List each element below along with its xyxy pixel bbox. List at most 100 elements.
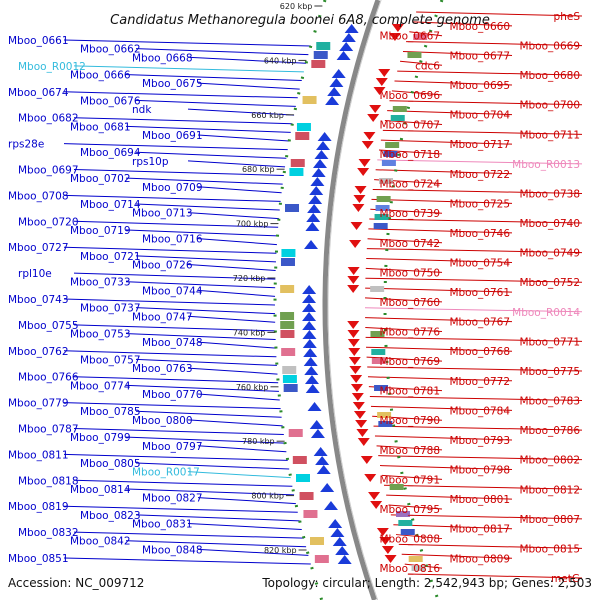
scale-tick-label: 780 kbp	[242, 437, 275, 446]
reverse-gene-arrow	[356, 429, 369, 437]
gene-label: Mboo_0662	[80, 44, 141, 56]
reverse-gene-arrow	[360, 456, 373, 464]
forward-gene-arrow	[302, 294, 317, 303]
reverse-gene-arrow	[351, 393, 364, 401]
gene-label: Mboo_0667	[379, 31, 440, 43]
feature-block	[398, 520, 413, 526]
map-title: Candidatus Methanoregula boonei 6A8, com…	[110, 13, 490, 28]
label-connector	[63, 194, 281, 202]
gene-label: Mboo_0754	[449, 257, 510, 269]
gene-label: Mboo_0842	[70, 536, 131, 548]
gene-label: Mboo_0727	[8, 242, 69, 254]
gene-label: Mboo_0677	[449, 50, 510, 62]
label-connector	[135, 514, 300, 522]
label-connector	[63, 557, 311, 565]
forward-gene-arrow	[305, 222, 320, 231]
label-connector	[197, 134, 290, 142]
reverse-gene-arrow	[391, 24, 404, 32]
label-connector	[391, 90, 443, 96]
gene-label: Mboo_0788	[379, 445, 440, 457]
scale-tick-label: 760 kbp	[236, 383, 269, 392]
feature-block	[370, 286, 385, 292]
gene-label: Mboo_0761	[449, 287, 510, 299]
gene-label: Mboo_0815	[519, 543, 580, 555]
gene-label: Mboo_0752	[519, 277, 580, 289]
gene-label: Mboo_0755	[18, 320, 79, 332]
forward-gene-arrow	[302, 321, 317, 330]
label-connector	[125, 488, 295, 496]
label-connector	[125, 333, 276, 341]
forward-gene-arrow	[344, 24, 359, 33]
feature-block	[370, 331, 385, 337]
forward-gene-arrow	[302, 285, 317, 294]
gene-label: Mboo_0771	[519, 336, 580, 348]
reverse-gene-arrow	[347, 321, 360, 329]
label-connector	[187, 160, 286, 168]
gene-label: Mboo_0720	[18, 216, 79, 228]
feature-block	[373, 223, 388, 229]
gene-label: Mboo_0674	[8, 87, 69, 99]
gene-label: Mboo_0769	[379, 356, 440, 368]
forward-gene-arrow	[332, 537, 347, 546]
feature-block	[296, 474, 311, 482]
reverse-gene-arrow	[348, 357, 361, 365]
gene-label: Mboo_0763	[132, 363, 193, 375]
feature-block	[292, 456, 307, 464]
label-connector	[394, 80, 513, 86]
forward-gene-arrow	[303, 357, 318, 366]
gene-label: Mboo_0700	[519, 100, 580, 112]
label-connector	[187, 263, 276, 271]
gene-label: Mboo_0676	[80, 95, 141, 107]
feature-block	[383, 151, 398, 157]
gene-label: Mboo_0744	[142, 285, 203, 297]
label-connector	[380, 139, 513, 145]
feature-block	[303, 510, 318, 518]
feature-block	[280, 258, 295, 266]
feature-block	[281, 249, 296, 257]
label-connector	[187, 212, 279, 220]
gene-label: ndk	[132, 104, 152, 116]
gene-label: Mboo_0694	[80, 147, 141, 159]
gene-label: Mboo_0816	[379, 563, 440, 575]
label-connector	[187, 367, 278, 375]
label-connector	[187, 522, 302, 530]
accession-text: Accession: NC_009712	[8, 576, 144, 590]
label-connector	[63, 91, 298, 99]
label-connector	[366, 248, 583, 254]
forward-gene-arrow	[313, 447, 328, 456]
label-connector	[365, 336, 583, 342]
gene-label: Mboo_0722	[449, 169, 510, 181]
label-connector	[125, 125, 291, 133]
feature-block	[288, 429, 303, 437]
gene-label: Mboo_0774	[70, 380, 131, 392]
feature-block	[389, 484, 404, 490]
label-connector	[187, 315, 276, 323]
label-connector	[376, 445, 443, 451]
label-connector	[73, 324, 276, 332]
gene-label: Mboo_0786	[519, 425, 580, 437]
forward-gene-arrow	[307, 402, 322, 411]
gene-label: Mboo_0785	[80, 406, 141, 418]
label-connector	[365, 317, 513, 323]
label-connector	[365, 267, 443, 273]
gene-label: Mboo_0721	[80, 251, 141, 263]
gene-label: Mboo_0760	[379, 297, 440, 309]
label-connector	[135, 410, 282, 418]
gene-label: Mboo_0691	[142, 130, 203, 142]
label-connector	[378, 149, 443, 155]
label-connector	[369, 218, 583, 224]
forward-gene-arrow	[327, 87, 342, 96]
feature-block	[371, 349, 386, 355]
reverse-gene-arrow	[357, 438, 370, 446]
scale-tick-label: 660 kbp	[251, 111, 284, 120]
gene-label: Mboo_0682	[18, 113, 79, 125]
gene-label: Mboo_0819	[8, 501, 69, 513]
label-connector	[63, 246, 277, 254]
forward-gene-arrow	[304, 240, 319, 249]
label-connector	[135, 203, 280, 211]
label-connector	[365, 297, 443, 303]
label-connector	[197, 341, 277, 349]
forward-gene-arrow	[309, 186, 324, 195]
gene-label: Mboo_0661	[8, 35, 69, 47]
